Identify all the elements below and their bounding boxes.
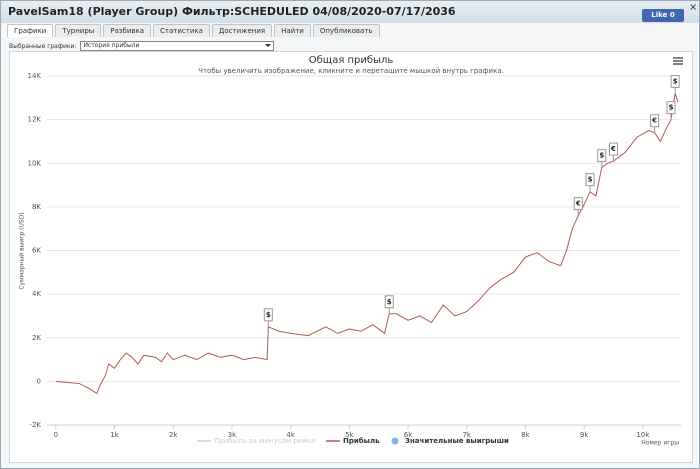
flag-box xyxy=(384,295,394,309)
flag-box xyxy=(597,149,607,163)
legend-label[interactable]: Значительные выигрыши xyxy=(405,437,509,445)
tab[interactable]: Опубликовать xyxy=(312,24,380,37)
y-tick-label: 12K xyxy=(28,116,42,124)
y-tick-label: 10K xyxy=(28,159,42,167)
tab[interactable]: Разбивка xyxy=(103,24,152,37)
y-tick-label: 8K xyxy=(32,203,41,211)
win-flag: € xyxy=(573,197,583,216)
win-flag: $ xyxy=(263,308,273,327)
x-tick-label: 3k xyxy=(228,431,237,439)
x-tick-label: 9k xyxy=(580,431,589,439)
x-axis-title: Номер игры xyxy=(641,440,679,447)
flag-label: $ xyxy=(588,176,593,184)
y-tick-label: 2K xyxy=(32,334,41,342)
win-flag: $ xyxy=(666,101,676,120)
x-tick-label: 7k xyxy=(462,431,471,439)
x-tick-label: 6k xyxy=(404,431,413,439)
flag-box xyxy=(666,101,676,115)
x-tick-label: 5k xyxy=(345,431,354,439)
flag-label: $ xyxy=(266,311,271,319)
flag-label: $ xyxy=(599,152,604,160)
chart: Общая прибыль Чтобы увеличить изображени… xyxy=(9,51,693,463)
win-flag: $ xyxy=(597,149,607,168)
flag-label: $ xyxy=(673,77,678,85)
flag-box xyxy=(263,308,273,322)
header-bar: PavelSam18 (Player Group) Фильтр:SCHEDUL… xyxy=(1,1,699,23)
profit-line xyxy=(55,93,679,395)
selector-label: Выбранные графики: xyxy=(9,42,77,50)
flag-label: € xyxy=(575,200,581,208)
flag-box xyxy=(650,114,660,128)
chart-title: Общая прибыль xyxy=(309,55,394,66)
legend-label[interactable]: Прибыль xyxy=(343,437,380,445)
y-tick-label: 4K xyxy=(32,290,41,298)
flag-box xyxy=(573,197,583,211)
win-flag: $ xyxy=(384,295,394,314)
y-tick-label: 6K xyxy=(32,247,41,255)
flag-box xyxy=(608,142,618,156)
flag-label: € xyxy=(651,117,657,125)
close-button[interactable]: × xyxy=(689,2,698,13)
tab[interactable]: Статистика xyxy=(153,24,210,37)
chart-panel xyxy=(9,51,693,463)
menu-icon[interactable] xyxy=(673,57,683,65)
like-button[interactable]: Like 0 xyxy=(642,9,684,22)
like-count: 0 xyxy=(669,11,675,19)
win-flag: € xyxy=(650,114,660,133)
y-tick-label: 14K xyxy=(28,72,42,80)
window-title: PavelSam18 (Player Group) Фильтр:SCHEDUL… xyxy=(8,5,456,18)
win-flag: € xyxy=(608,142,618,162)
flag-label: $ xyxy=(387,298,392,306)
y-axis-title: Суммарный выигр (USD) xyxy=(19,212,26,289)
tab[interactable]: Достижения xyxy=(211,24,273,37)
x-tick-label: 4k xyxy=(286,431,295,439)
tab-bar: Графики Турниры Разбивка Статистика Достижен… xyxy=(7,24,380,37)
y-tick-label: -2K xyxy=(29,421,41,429)
x-tick-label: 1k xyxy=(110,431,119,439)
selector-dropdown[interactable]: История прибыли xyxy=(80,41,275,51)
x-tick-label: 2k xyxy=(169,431,178,439)
flag-box xyxy=(670,74,680,88)
win-flag: $ xyxy=(670,74,680,94)
tab[interactable]: Графики xyxy=(7,24,54,37)
chart-subtitle: Чтобы увеличить изображение, кликните и … xyxy=(198,67,504,75)
y-tick-label: 0 xyxy=(37,377,41,385)
tab[interactable]: Турниры xyxy=(55,24,102,37)
legend-label[interactable]: Прибыль за минусом рейка xyxy=(214,437,315,445)
flag-box xyxy=(585,173,595,187)
x-tick-label: 8k xyxy=(521,431,530,439)
win-flag: $ xyxy=(585,173,595,192)
flag-label: $ xyxy=(669,104,674,112)
legend-symbol xyxy=(391,437,399,445)
x-tick-label: 10k xyxy=(636,431,650,439)
flag-label: € xyxy=(610,145,616,153)
x-tick-label: 0 xyxy=(54,431,58,439)
like-text: Like xyxy=(651,11,668,19)
chart-selector: Выбранные графики: История прибыли xyxy=(9,41,275,51)
tab[interactable]: Найти xyxy=(274,24,311,37)
